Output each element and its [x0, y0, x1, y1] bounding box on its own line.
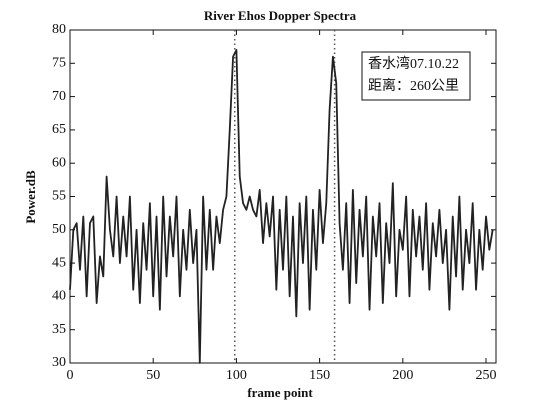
y-tick-label: 75 — [52, 56, 66, 71]
x-tick-label: 0 — [67, 368, 74, 383]
y-tick-label: 45 — [52, 255, 66, 270]
y-tick-label: 50 — [52, 222, 66, 237]
data-line — [69, 49, 494, 364]
x-tick-label: 200 — [392, 368, 413, 383]
x-tick-label: 150 — [309, 368, 330, 383]
x-tick-label: 100 — [226, 368, 247, 383]
annotation: 香水湾07.10.22 — [368, 55, 459, 72]
annotation-box — [361, 51, 471, 101]
plot-area — [69, 30, 494, 364]
x-axis-label: frame point — [247, 385, 313, 400]
y-tick-label: 35 — [52, 322, 66, 337]
y-tick-label: 55 — [52, 189, 66, 204]
annotation: 距离：260公里 — [368, 77, 459, 94]
chart-title: River Ehos Dopper Spectra — [204, 8, 357, 23]
x-tick-label: 50 — [146, 368, 160, 383]
y-tick-label: 60 — [52, 155, 66, 170]
y-tick-label: 65 — [52, 122, 66, 137]
y-axis-label: Power.dB — [23, 170, 38, 224]
y-tick-label: 70 — [52, 89, 66, 104]
y-tick-label: 80 — [52, 22, 66, 37]
x-tick-label: 250 — [476, 368, 497, 383]
y-tick-label: 30 — [52, 355, 66, 370]
y-tick-label: 40 — [52, 289, 66, 304]
